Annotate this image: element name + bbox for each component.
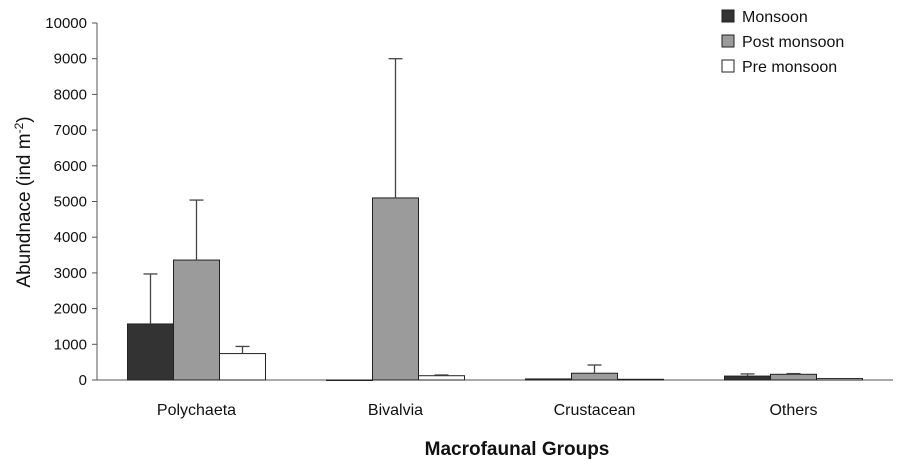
category-label-2: Crustacean xyxy=(554,402,636,419)
bar-1-2 xyxy=(418,375,465,381)
bar-0-2 xyxy=(219,353,266,381)
y-axis-title-close: ) xyxy=(14,116,35,122)
bar-2-2 xyxy=(617,378,664,381)
y-tick-label-2: 2000 xyxy=(54,301,87,318)
y-tick-label-7: 7000 xyxy=(54,122,87,139)
category-label-3: Others xyxy=(769,402,817,419)
legend: Monsoon Post monsoon Pre monsoon xyxy=(721,9,844,76)
bar-0-0 xyxy=(127,323,174,381)
legend-label-0: Monsoon xyxy=(742,9,808,26)
bar-1-0 xyxy=(326,379,373,381)
category-labels: Polychaeta Bivalvia Crustacean Others xyxy=(157,402,818,419)
x-axis-title: Macrofaunal Groups xyxy=(425,439,610,460)
legend-label-1: Post monsoon xyxy=(742,34,844,51)
legend-label-2: Pre monsoon xyxy=(742,59,837,76)
y-tick-label-0: 0 xyxy=(79,372,87,389)
bar-0-1 xyxy=(173,259,220,381)
y-tick-label-4: 4000 xyxy=(54,229,87,246)
y-tick-label-6: 6000 xyxy=(54,158,87,175)
y-tick-label-9: 9000 xyxy=(54,51,87,68)
y-axis-title-main: Abundnace (ind m xyxy=(14,133,35,287)
y-tick-label-8: 8000 xyxy=(54,86,87,103)
y-axis-title: Abundnace (ind m-2) xyxy=(12,116,35,287)
bars xyxy=(127,58,863,381)
bar-2-0 xyxy=(525,378,572,381)
y-tick-label-10: 10000 xyxy=(45,15,87,32)
bar-3-0 xyxy=(724,375,771,381)
legend-swatch-0 xyxy=(721,9,735,23)
y-ticks: 0 1000 2000 3000 4000 5000 6000 7000 8000 9000 100… xyxy=(45,15,97,389)
category-label-1: Bivalvia xyxy=(368,402,423,419)
y-tick-label-1: 1000 xyxy=(54,336,87,353)
y-tick-label-3: 3000 xyxy=(54,265,87,282)
bar-2-1 xyxy=(571,372,618,381)
legend-swatch-1 xyxy=(721,34,735,48)
legend-swatch-2 xyxy=(721,59,735,73)
category-label-0: Polychaeta xyxy=(157,402,236,419)
bar-3-2 xyxy=(816,378,863,381)
y-tick-label-5: 5000 xyxy=(54,194,87,211)
bar-1-1 xyxy=(372,197,419,381)
bar-3-1 xyxy=(770,373,817,381)
y-axis-title-superscript: -2 xyxy=(12,122,26,133)
